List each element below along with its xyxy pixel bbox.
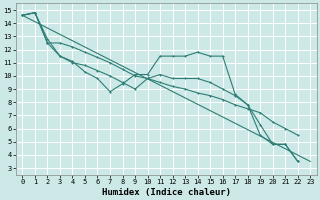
X-axis label: Humidex (Indice chaleur): Humidex (Indice chaleur) xyxy=(102,188,231,197)
